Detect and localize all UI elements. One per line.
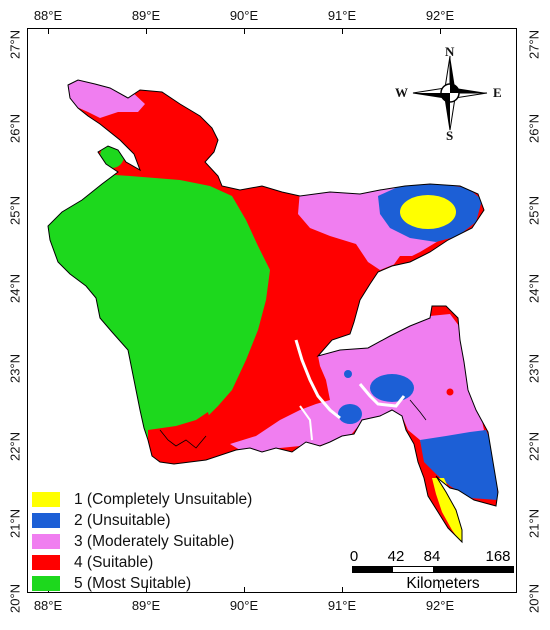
legend-item: 4 (Suitable)	[32, 552, 252, 573]
compass-rose: N S W E	[395, 44, 502, 143]
compass-north-label: N	[445, 44, 455, 59]
legend-swatch	[32, 492, 60, 507]
completely-unsuitable-zone-southeast	[432, 478, 462, 542]
longitude-tick-top: 89°E	[131, 8, 161, 23]
compass-east-label: E	[493, 85, 502, 100]
scale-tick-label: 84	[423, 548, 441, 565]
legend-label: 4 (Suitable)	[74, 553, 154, 571]
legend-label: 1 (Completely Unsuitable)	[74, 490, 253, 508]
completely-unsuitable-zone-northeast	[400, 195, 456, 229]
longitude-tick-top: 92°E	[425, 8, 455, 23]
longitude-tick-bottom: 89°E	[131, 598, 161, 613]
scale-bar-graphic	[352, 566, 514, 573]
scale-unit-label: Kilometers	[406, 575, 480, 592]
longitude-tick-bottom: 91°E	[327, 598, 357, 613]
longitude-tick-top: 91°E	[327, 8, 357, 23]
legend-swatch	[32, 576, 60, 591]
legend-item: 5 (Most Suitable)	[32, 573, 252, 594]
moderately-suitable-zone-southeast	[230, 314, 484, 456]
longitude-tick-top: 90°E	[229, 8, 259, 23]
country-outline	[47, 79, 499, 544]
longitude-tick-bottom: 90°E	[229, 598, 259, 613]
longitude-tick-bottom: 88°E	[33, 598, 63, 613]
scale-bar: 0 42 84 168 Kilometers	[349, 548, 514, 593]
legend-swatch	[32, 555, 60, 570]
legend-item: 2 (Unsuitable)	[32, 510, 252, 531]
legend-label: 5 (Most Suitable)	[74, 574, 192, 592]
legend-label: 2 (Unsuitable)	[74, 511, 171, 529]
legend-label: 3 (Moderately Suitable)	[74, 532, 235, 550]
map-legend: 1 (Completely Unsuitable) 2 (Unsuitable)…	[32, 489, 252, 594]
legend-item: 3 (Moderately Suitable)	[32, 531, 252, 552]
scale-tick-label: 168	[485, 548, 511, 565]
compass-south-label: S	[446, 128, 454, 143]
legend-swatch	[32, 513, 60, 528]
legend-item: 1 (Completely Unsuitable)	[32, 489, 252, 510]
legend-swatch	[32, 534, 60, 549]
longitude-tick-bottom: 92°E	[425, 598, 455, 613]
scale-tick-label: 42	[387, 548, 405, 565]
scale-tick-label: 0	[349, 548, 359, 565]
unsuitable-zone-southeast	[420, 430, 498, 500]
compass-west-label: W	[395, 85, 408, 100]
compass-icon	[412, 55, 488, 131]
longitude-tick-top: 88°E	[33, 8, 63, 23]
